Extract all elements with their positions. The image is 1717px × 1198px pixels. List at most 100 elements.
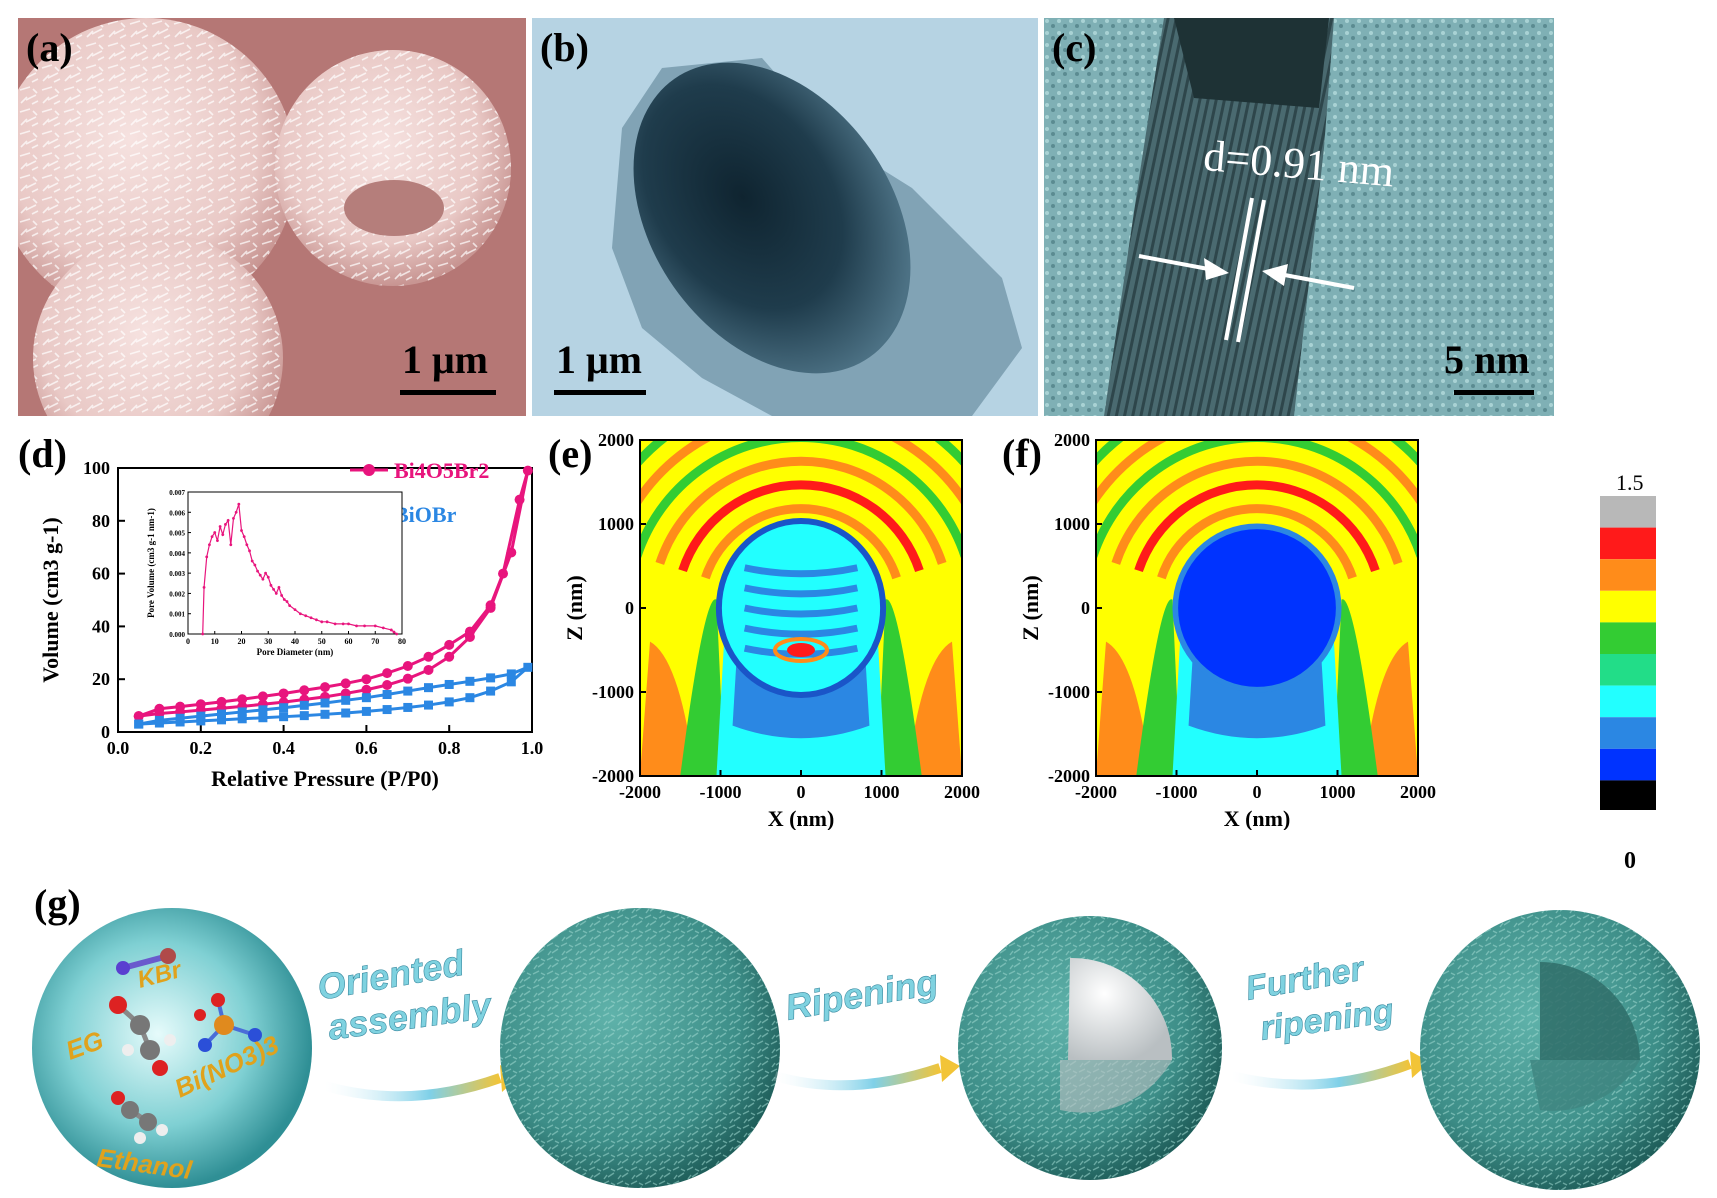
x-tick-label: 0.8 (438, 738, 461, 758)
data-point (299, 685, 310, 696)
series-line-0 (138, 470, 530, 718)
inset-data-point (258, 573, 262, 577)
inset-data-point (381, 626, 385, 630)
data-point (134, 719, 144, 729)
data-point (196, 711, 206, 721)
data-point (258, 713, 268, 723)
fringe-arc (1111, 456, 1403, 565)
side-lobe (877, 599, 922, 776)
inset-x-axis-label: Pore Diameter (nm) (257, 647, 334, 657)
data-point (402, 673, 413, 684)
eg-molecule-icon (109, 996, 176, 1076)
x-tick-label: 1000 (1320, 782, 1356, 802)
internal-fringe (743, 604, 859, 618)
inset-data-point (288, 604, 292, 607)
y-tick-label: -1000 (592, 682, 634, 702)
field-pattern (1096, 440, 1418, 776)
field-map-e: -2000 -1000 0 1000 2000 2000 1000 0 -1000 -2000 X … (562, 430, 980, 830)
y-tick-label: 0 (1081, 598, 1090, 618)
inset-data-point (253, 563, 257, 567)
panel-a-sem-image: (a) 1 μm (18, 18, 526, 416)
field-map-f: -2000 -1000 0 1000 2000 2000 1000 0 -1000 -2000 X … (1018, 430, 1436, 830)
scale-bar (554, 390, 646, 395)
data-point (382, 668, 393, 679)
x-tick-label: -1000 (1156, 782, 1198, 802)
inset-data-point (333, 622, 337, 626)
kbr-molecule-icon (116, 948, 176, 975)
inset-data-point (226, 519, 230, 522)
inset-data-point (216, 539, 219, 543)
y-tick-label: 1000 (1054, 514, 1090, 534)
data-point (279, 712, 289, 722)
data-point (279, 703, 289, 713)
panel-c-hrtem-image: (c) d=0.91 nm 5 nm (1044, 18, 1554, 416)
data-point (217, 715, 226, 725)
plot-frame (117, 467, 533, 733)
inset-data-point (269, 583, 273, 587)
data-point (522, 465, 533, 476)
synthesis-scheme: KBr EG Bi(NO3)3 Ethanol Oriented assembl… (32, 908, 1700, 1190)
inset-data-point (250, 559, 254, 563)
y-tick-label: 40 (92, 616, 110, 636)
data-point (464, 626, 475, 637)
data-point (237, 694, 248, 705)
data-point (196, 716, 206, 726)
side-lobe (907, 641, 962, 776)
inset-data-point (240, 529, 243, 532)
y-tick-label: 2000 (1054, 430, 1090, 450)
data-point (506, 669, 516, 679)
step2-label: Ripening (782, 961, 941, 1028)
inset-data-point (298, 612, 302, 616)
side-lobe (640, 641, 695, 776)
legend-marker (363, 464, 375, 476)
inset-data-point (264, 571, 267, 575)
data-point (361, 684, 372, 695)
inset-data-point (242, 535, 246, 539)
x-axis-label: X (nm) (768, 806, 835, 830)
y-tick-label: 80 (92, 511, 110, 531)
fringe-arc (678, 480, 924, 573)
inset-data-point (347, 622, 350, 626)
x-tick-label: 0.0 (107, 738, 130, 758)
y-tick-label: -2000 (592, 766, 634, 786)
data-point (217, 709, 226, 719)
x-tick-label: 0.4 (272, 738, 295, 758)
hrtem-lattice (1044, 18, 1554, 416)
data-point (195, 699, 206, 710)
side-lobe (680, 599, 725, 776)
inset-data-point (213, 531, 217, 534)
data-point (320, 709, 330, 719)
y-axis-label: Z (nm) (1018, 575, 1043, 640)
fringe-arc (1157, 504, 1357, 580)
internal-fringe (743, 584, 859, 598)
inset-data-point (224, 523, 227, 526)
y-tick-label: 60 (92, 564, 110, 584)
x-tick-label: 2000 (1400, 782, 1436, 802)
data-point (257, 691, 268, 702)
field-pattern (640, 440, 962, 776)
side-lobe (1096, 641, 1151, 776)
y-tick-label: 0 (625, 598, 634, 618)
scale-bar-label-b: 1 μm (556, 337, 642, 382)
y-tick-label: 2000 (598, 430, 634, 450)
panel-label-f: (f) (1002, 431, 1042, 476)
data-point (320, 682, 330, 693)
bino3-molecule-icon (194, 993, 262, 1052)
data-point (237, 714, 247, 724)
colorbar-swatch (1600, 496, 1656, 528)
inset-data-point (395, 632, 399, 636)
data-point (506, 677, 516, 687)
data-point (361, 693, 371, 703)
data-point (485, 600, 496, 611)
hotspot (787, 643, 815, 657)
data-point (258, 705, 268, 715)
fringe-arc (640, 440, 962, 558)
inset-data-point (304, 614, 308, 618)
inset-y-tick-label: 0.006 (169, 509, 185, 517)
inset-x-tick-label: 0 (186, 637, 190, 646)
inset-data-point (309, 616, 313, 620)
hotspot-ring (773, 637, 829, 663)
precursor-sphere (32, 908, 312, 1188)
inset-data-point (274, 592, 278, 595)
